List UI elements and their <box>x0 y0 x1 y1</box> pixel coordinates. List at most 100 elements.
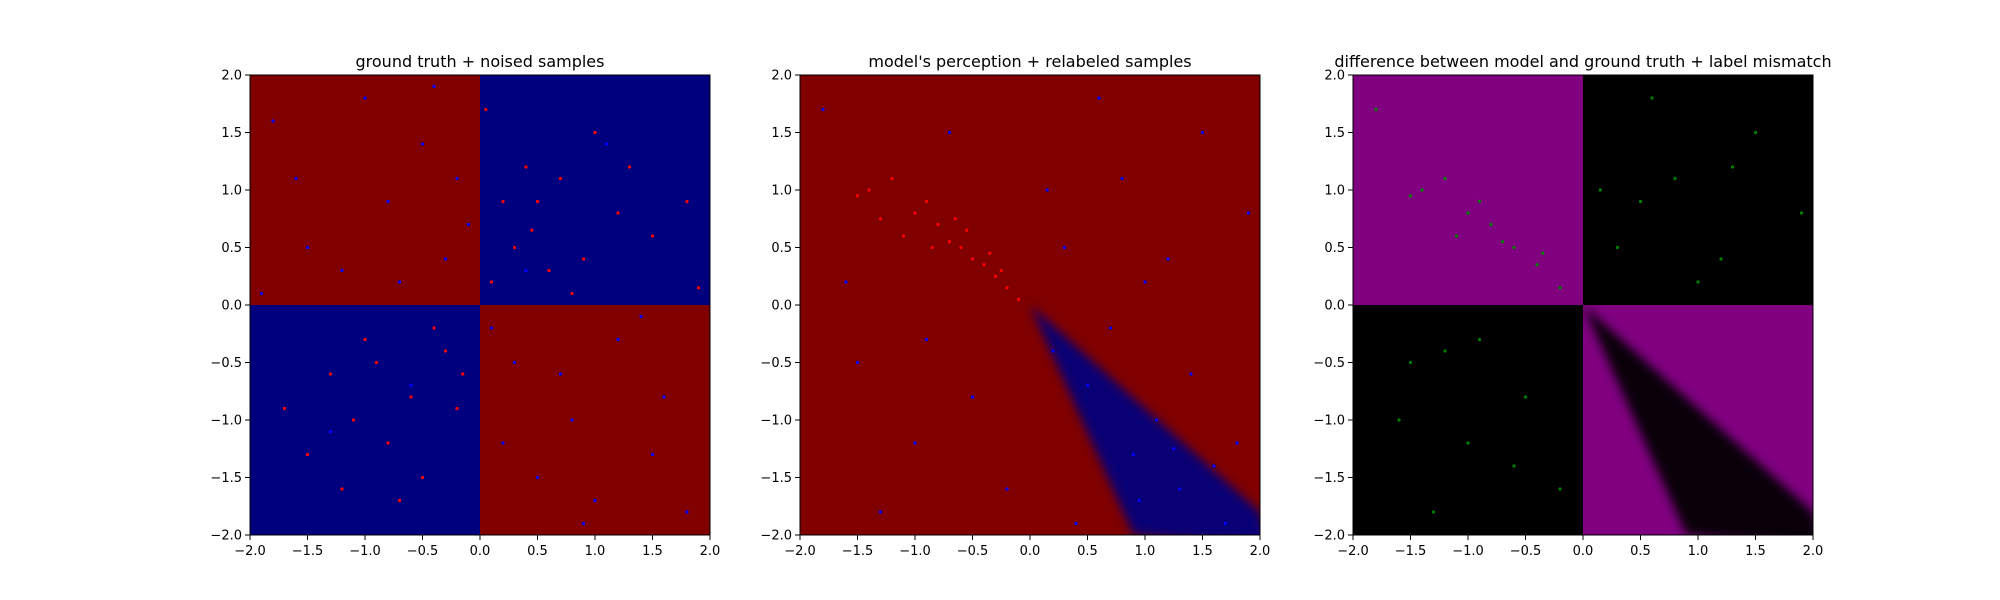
sample-point <box>1074 521 1078 526</box>
sample-point <box>1137 498 1141 503</box>
sample-point <box>1466 441 1470 445</box>
y-tick-label: 1.5 <box>771 126 792 141</box>
x-tick-label: 0.5 <box>1077 544 1098 559</box>
sample-point <box>650 452 655 457</box>
sample-point <box>993 274 998 278</box>
sample-point <box>1397 418 1401 422</box>
panel-2-ticks: −2.0 −1.5 −1.0 −0.5 0.0 0.5 1.0 1.5 2.0 −2.0 −1.5 −… <box>760 69 1270 560</box>
sample-point <box>593 498 597 503</box>
sample-point <box>282 406 287 411</box>
panel-3-ticks: −2.0 −1.5 −1.0 −0.5 0.0 0.5 1.0 1.5 2.0 −2.0 −1.5 −… <box>1313 69 1823 560</box>
sample-point <box>363 96 367 100</box>
sample-point <box>271 119 275 123</box>
sample-point <box>340 487 344 491</box>
sample-point <box>867 188 871 192</box>
y-tick-label: 1.5 <box>1324 126 1345 141</box>
sample-point <box>1477 337 1482 342</box>
y-tick-label: −1.0 <box>760 414 792 429</box>
sample-point <box>466 222 471 227</box>
sample-point <box>1454 234 1459 238</box>
sample-point <box>696 286 701 290</box>
sample-point <box>420 142 425 146</box>
sample-point <box>1143 280 1147 284</box>
sample-point <box>988 251 992 255</box>
sample-point <box>1189 372 1193 376</box>
y-tick-label: 1.5 <box>221 126 242 141</box>
y-tick-label: −1.5 <box>210 471 242 486</box>
sample-point <box>1016 297 1021 301</box>
panel-ground-truth: ground truth + noised samples −2.0 −1.5 −1… <box>210 52 720 559</box>
sample-point <box>455 406 459 411</box>
sample-point <box>1431 510 1436 514</box>
sample-point <box>1062 245 1067 250</box>
x-tick-label: −1.0 <box>349 544 381 559</box>
sample-point <box>1223 521 1228 526</box>
background-region-0 <box>250 75 480 305</box>
sample-point <box>340 268 344 273</box>
x-tick-label: 1.0 <box>1688 544 1709 559</box>
x-tick-label: 2.0 <box>700 544 721 559</box>
sample-point <box>328 429 333 434</box>
sample-point <box>1005 487 1009 491</box>
sample-point <box>512 245 517 250</box>
panel-1-title: ground truth + noised samples <box>356 52 605 71</box>
y-tick-label: −0.5 <box>760 356 792 371</box>
sample-point <box>639 314 643 319</box>
sample-point <box>1120 176 1124 181</box>
x-tick-label: 1.0 <box>585 544 606 559</box>
sample-point <box>1558 487 1562 491</box>
x-tick-label: 1.5 <box>642 544 663 559</box>
sample-point <box>397 498 402 503</box>
sample-point <box>1535 263 1539 267</box>
sample-point <box>1541 251 1545 255</box>
sample-point <box>547 268 551 273</box>
sample-point <box>604 142 609 146</box>
sample-point <box>1166 257 1170 261</box>
sample-point <box>1408 360 1413 365</box>
sample-point <box>593 130 597 135</box>
y-tick-label: 0.0 <box>1324 299 1345 314</box>
sample-point <box>1650 96 1654 100</box>
x-tick-label: −0.5 <box>957 544 989 559</box>
panel-1-points <box>259 84 701 526</box>
sample-point <box>489 326 494 330</box>
y-tick-label: 2.0 <box>1324 69 1345 84</box>
background-region-1 <box>480 75 710 305</box>
sample-point <box>443 349 448 353</box>
sample-point <box>259 291 264 296</box>
y-tick-label: −1.0 <box>210 414 242 429</box>
x-tick-label: −1.5 <box>842 544 874 559</box>
sample-point <box>581 521 586 526</box>
x-tick-label: −0.5 <box>407 544 439 559</box>
y-tick-label: 1.0 <box>1324 184 1345 199</box>
panel-2-background <box>800 75 1260 535</box>
sample-point <box>1558 286 1562 290</box>
sample-point <box>924 199 929 204</box>
sample-point <box>913 441 917 445</box>
sample-point <box>512 360 517 365</box>
background-region-2 <box>250 305 480 535</box>
y-tick-label: 1.0 <box>771 184 792 199</box>
sample-point <box>924 337 929 342</box>
sample-point <box>374 360 379 365</box>
sample-point <box>432 326 436 330</box>
sample-point <box>1799 211 1804 215</box>
sample-point <box>878 510 883 514</box>
sample-point <box>432 84 436 89</box>
sample-point <box>443 257 448 261</box>
sample-point <box>901 234 906 238</box>
panel-3-points <box>1374 96 1804 514</box>
sample-point <box>947 240 952 244</box>
x-tick-label: 0.0 <box>1573 544 1594 559</box>
y-tick-label: 0.5 <box>771 241 792 256</box>
sample-point <box>570 418 574 422</box>
sample-point <box>1085 383 1090 388</box>
panel-3-background <box>1353 75 1813 535</box>
sample-point <box>535 199 540 204</box>
sample-point <box>524 268 528 273</box>
sample-point <box>1443 349 1447 353</box>
sample-point <box>1730 165 1735 169</box>
sample-point <box>999 268 1003 273</box>
sample-point <box>627 165 632 169</box>
x-tick-label: 0.5 <box>1630 544 1651 559</box>
